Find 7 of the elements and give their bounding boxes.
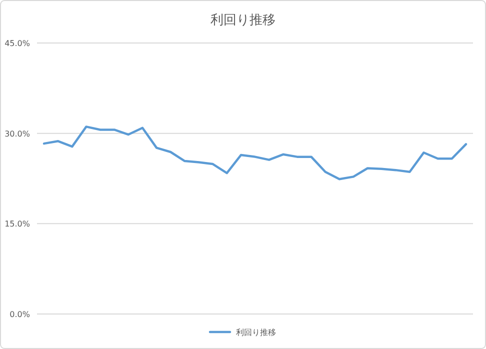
y-tick-label: 30.0% [4,129,30,138]
chart-title: 利回り推移 [210,13,276,28]
legend: 利回り推移 [208,328,276,337]
y-tick-label: 15.0% [4,220,30,229]
y-tick-label: 0.0% [10,310,30,319]
y-tick-label: 45.0% [4,39,30,48]
legend-label: 利回り推移 [236,328,276,337]
